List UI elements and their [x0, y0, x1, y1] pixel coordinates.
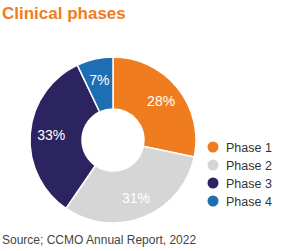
legend-label: Phase 1	[226, 141, 272, 155]
data-label: 7%	[89, 72, 109, 88]
legend-swatch	[208, 160, 219, 171]
legend-label: Phase 4	[226, 195, 272, 209]
legend-swatch	[208, 196, 219, 207]
legend-label: Phase 3	[226, 177, 272, 191]
data-label: 31%	[122, 190, 150, 206]
legend-label: Phase 2	[226, 159, 272, 173]
title: Clinical phases	[2, 4, 126, 23]
slice	[77, 57, 113, 112]
slice	[113, 57, 196, 157]
legend-swatch	[208, 142, 219, 153]
chart: Clinical phases 28% 31% 33% 7% Phase 1 Phase 2…	[0, 0, 300, 251]
slices	[30, 57, 196, 223]
source-note: Source; CCMO Annual Report, 2022	[2, 233, 196, 247]
data-label: 33%	[37, 127, 65, 143]
legend: Phase 1 Phase 2 Phase 3 Phase 4	[208, 141, 272, 209]
legend-swatch	[208, 178, 219, 189]
data-label: 28%	[147, 93, 175, 109]
